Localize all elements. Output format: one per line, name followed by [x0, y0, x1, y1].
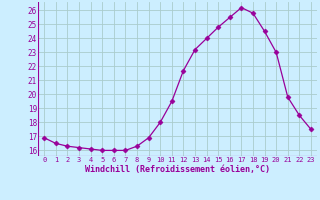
X-axis label: Windchill (Refroidissement éolien,°C): Windchill (Refroidissement éolien,°C) [85, 165, 270, 174]
